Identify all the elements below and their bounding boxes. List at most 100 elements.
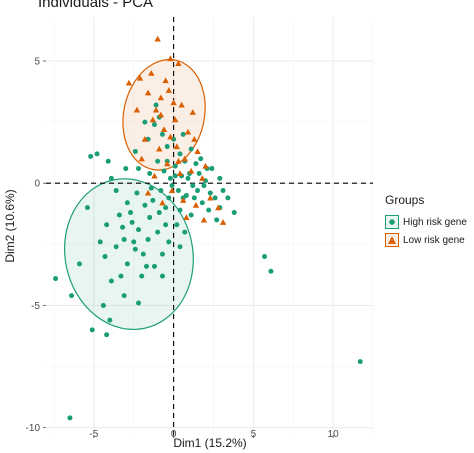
point-high-risk (191, 195, 197, 201)
legend: Groups High risk gene Low risk gene (385, 193, 467, 249)
point-low-risk (194, 148, 201, 155)
point-high-risk (102, 254, 108, 260)
point-high-risk (155, 229, 161, 235)
point-high-risk (145, 236, 151, 242)
point-high-risk (175, 188, 181, 194)
point-high-risk (151, 263, 157, 269)
point-low-risk (165, 87, 173, 93)
point-high-risk (113, 188, 119, 194)
point-high-risk (190, 183, 196, 189)
point-high-risk (158, 188, 164, 194)
point-high-risk (132, 148, 138, 154)
point-low-risk (202, 162, 209, 169)
y-tick-label: -10 (26, 423, 41, 434)
point-high-risk (134, 190, 140, 196)
point-high-risk (167, 175, 173, 181)
y-axis-ticks: -10 -5 0 5 (26, 57, 46, 434)
point-high-risk (193, 161, 199, 167)
point-high-risk (153, 102, 159, 108)
ellipse-low-risk (122, 58, 206, 171)
x-axis-ticks: -5 0 5 10 (89, 429, 339, 440)
point-low-risk (162, 77, 169, 84)
point-low-risk (207, 194, 214, 201)
point-high-risk (124, 200, 130, 206)
point-high-risk (116, 212, 122, 218)
legend-item-high-risk: High risk gene (385, 213, 467, 231)
point-high-risk (150, 197, 156, 203)
point-high-risk (76, 261, 82, 267)
x-tick-label: -5 (89, 429, 98, 440)
point-high-risk (148, 185, 154, 191)
point-high-risk (113, 244, 119, 250)
y-tick-label: 5 (34, 57, 40, 68)
point-low-risk (200, 216, 208, 223)
point-low-risk (192, 202, 200, 208)
point-high-risk (118, 273, 124, 279)
point-low-risk (133, 106, 141, 113)
legend-circle-icon (389, 219, 395, 225)
point-high-risk (169, 183, 175, 189)
point-low-risk (170, 99, 177, 106)
point-high-risk (100, 302, 106, 308)
y-tick-label: 0 (34, 179, 40, 190)
point-low-risk (173, 143, 180, 150)
y-axis-title: Dim2 (10.6%) (3, 189, 17, 262)
point-high-risk (143, 263, 149, 269)
point-high-risk (166, 239, 172, 245)
point-low-risk (144, 89, 152, 96)
point-high-risk (231, 210, 237, 216)
point-high-risk (177, 244, 183, 250)
point-low-risk (184, 128, 192, 135)
point-high-risk (172, 173, 178, 179)
point-high-risk (121, 236, 127, 242)
point-high-risk (139, 273, 145, 279)
point-high-risk (88, 153, 94, 159)
point-high-risk (188, 146, 194, 152)
legend-triangle-icon (388, 236, 396, 244)
point-low-risk (136, 74, 144, 81)
point-low-risk (157, 111, 165, 118)
legend-label-high-risk: High risk gene (403, 216, 467, 228)
point-high-risk (104, 332, 110, 338)
point-high-risk (174, 222, 180, 228)
point-low-risk (191, 136, 198, 142)
x-tick-label: 5 (251, 429, 257, 440)
point-high-risk (97, 239, 103, 245)
point-high-risk (104, 222, 110, 228)
y-tick-label: -5 (31, 301, 40, 312)
point-low-risk (172, 116, 179, 123)
point-low-risk (187, 167, 195, 174)
point-high-risk (196, 170, 202, 176)
point-high-risk (151, 122, 157, 128)
point-high-risk (159, 131, 165, 137)
point-high-risk (217, 175, 223, 181)
point-high-risk (201, 183, 207, 189)
point-high-risk (136, 166, 142, 172)
legend-item-low-risk: Low risk gene (385, 231, 467, 249)
point-low-risk (215, 204, 222, 211)
point-low-risk (144, 189, 152, 196)
point-high-risk (147, 170, 153, 176)
point-low-risk (189, 109, 196, 115)
point-low-risk (141, 136, 149, 142)
point-low-risk (154, 35, 161, 42)
point-high-risk (105, 158, 111, 164)
x-tick-label: 10 (328, 429, 340, 440)
point-high-risk (161, 168, 167, 174)
point-low-risk (164, 160, 171, 167)
point-high-risk (69, 293, 75, 299)
point-high-risk (220, 188, 226, 194)
point-low-risk (219, 219, 227, 225)
point-high-risk (180, 131, 186, 137)
point-high-risk (159, 273, 165, 279)
point-high-risk (225, 195, 231, 201)
point-high-risk (120, 224, 126, 230)
point-low-risk (179, 197, 187, 203)
point-high-risk (136, 227, 142, 233)
point-low-risk (199, 175, 206, 181)
point-high-risk (164, 144, 170, 150)
point-low-risk (168, 187, 176, 194)
point-low-risk (167, 133, 174, 140)
point-low-risk (160, 126, 168, 133)
point-high-risk (155, 158, 161, 164)
